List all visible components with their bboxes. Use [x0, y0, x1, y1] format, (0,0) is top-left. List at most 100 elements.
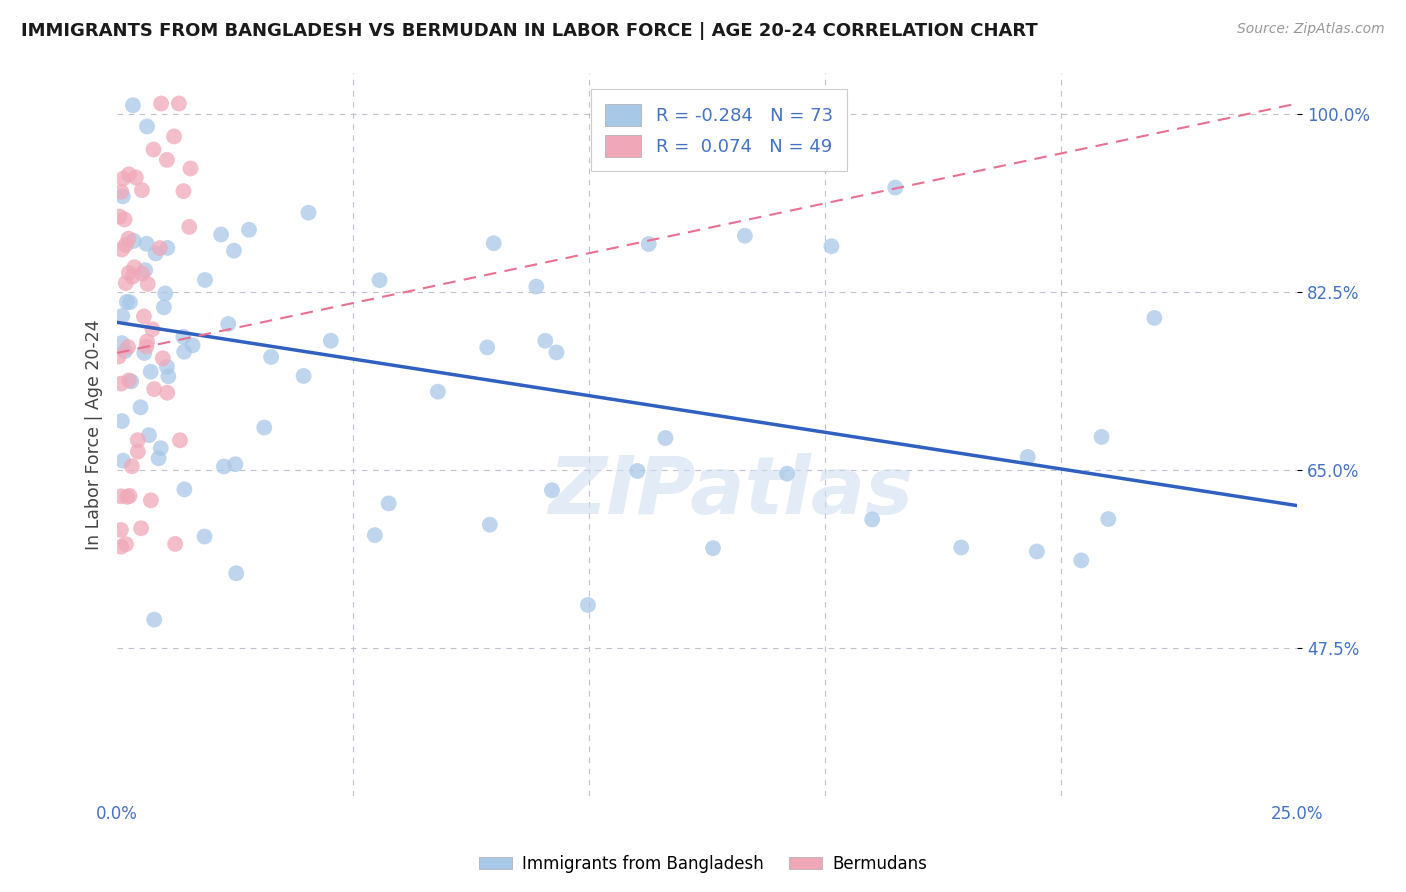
Point — [138, 428, 160, 442]
Point — [135, 340, 157, 354]
Point — [111, 336, 134, 351]
Point — [111, 243, 134, 257]
Point — [156, 385, 179, 400]
Point — [139, 365, 162, 379]
Point — [142, 143, 165, 157]
Point — [1070, 553, 1092, 567]
Point — [477, 340, 499, 354]
Point — [121, 269, 143, 284]
Point — [122, 234, 145, 248]
Point — [136, 120, 159, 134]
Point — [172, 184, 194, 198]
Point — [179, 219, 201, 234]
Point — [112, 171, 135, 186]
Point — [157, 369, 180, 384]
Point — [115, 295, 138, 310]
Point — [478, 517, 501, 532]
Point — [260, 350, 283, 364]
Point — [181, 338, 204, 352]
Point — [125, 170, 148, 185]
Point — [172, 330, 194, 344]
Point — [1025, 544, 1047, 558]
Point — [224, 457, 246, 471]
Point — [734, 228, 756, 243]
Point — [136, 334, 159, 349]
Point — [194, 273, 217, 287]
Point — [1143, 310, 1166, 325]
Point — [576, 598, 599, 612]
Point — [118, 266, 141, 280]
Point — [165, 537, 187, 551]
Point — [637, 237, 659, 252]
Point — [134, 346, 156, 360]
Point — [129, 521, 152, 535]
Point — [156, 359, 179, 374]
Point — [173, 483, 195, 497]
Point — [110, 540, 132, 554]
Point — [238, 223, 260, 237]
Point — [111, 189, 134, 203]
Point — [112, 453, 135, 467]
Point — [114, 212, 136, 227]
Point — [110, 489, 132, 503]
Point — [118, 374, 141, 388]
Point — [111, 414, 134, 428]
Point — [152, 351, 174, 366]
Point — [153, 301, 176, 315]
Point — [222, 244, 245, 258]
Point — [114, 344, 136, 359]
Point — [1017, 450, 1039, 464]
Point — [155, 286, 177, 301]
Point — [860, 512, 883, 526]
Point — [149, 441, 172, 455]
Point — [108, 210, 131, 224]
Point — [118, 167, 141, 181]
Point — [524, 279, 547, 293]
Point — [148, 451, 170, 466]
Point — [114, 238, 136, 252]
Point — [135, 236, 157, 251]
Point — [129, 401, 152, 415]
Text: ZIPatlas: ZIPatlas — [548, 453, 914, 532]
Point — [193, 530, 215, 544]
Point — [541, 483, 564, 498]
Y-axis label: In Labor Force | Age 20-24: In Labor Force | Age 20-24 — [86, 319, 103, 549]
Point — [364, 528, 387, 542]
Point — [377, 496, 399, 510]
Point — [426, 384, 449, 399]
Point — [149, 241, 172, 255]
Point — [776, 467, 799, 481]
Point — [111, 309, 134, 323]
Point — [145, 246, 167, 260]
Point — [131, 267, 153, 281]
Point — [117, 340, 139, 354]
Point — [120, 375, 142, 389]
Point — [217, 317, 239, 331]
Point — [134, 263, 156, 277]
Point — [950, 541, 973, 555]
Point — [143, 613, 166, 627]
Point — [114, 276, 136, 290]
Point — [117, 232, 139, 246]
Point — [212, 459, 235, 474]
Legend: R = -0.284   N = 73, R =  0.074   N = 49: R = -0.284 N = 73, R = 0.074 N = 49 — [591, 89, 848, 171]
Point — [115, 537, 138, 551]
Point — [131, 183, 153, 197]
Point — [121, 459, 143, 474]
Point — [626, 464, 648, 478]
Point — [143, 382, 166, 396]
Point — [169, 434, 191, 448]
Point — [292, 368, 315, 383]
Point — [654, 431, 676, 445]
Point — [110, 523, 132, 537]
Point — [1090, 430, 1112, 444]
Point — [163, 129, 186, 144]
Point — [156, 153, 179, 167]
Point — [534, 334, 557, 348]
Point — [297, 205, 319, 219]
Point — [482, 236, 505, 251]
Point — [132, 310, 155, 324]
Point — [127, 444, 149, 458]
Point — [122, 98, 145, 112]
Point — [141, 322, 163, 336]
